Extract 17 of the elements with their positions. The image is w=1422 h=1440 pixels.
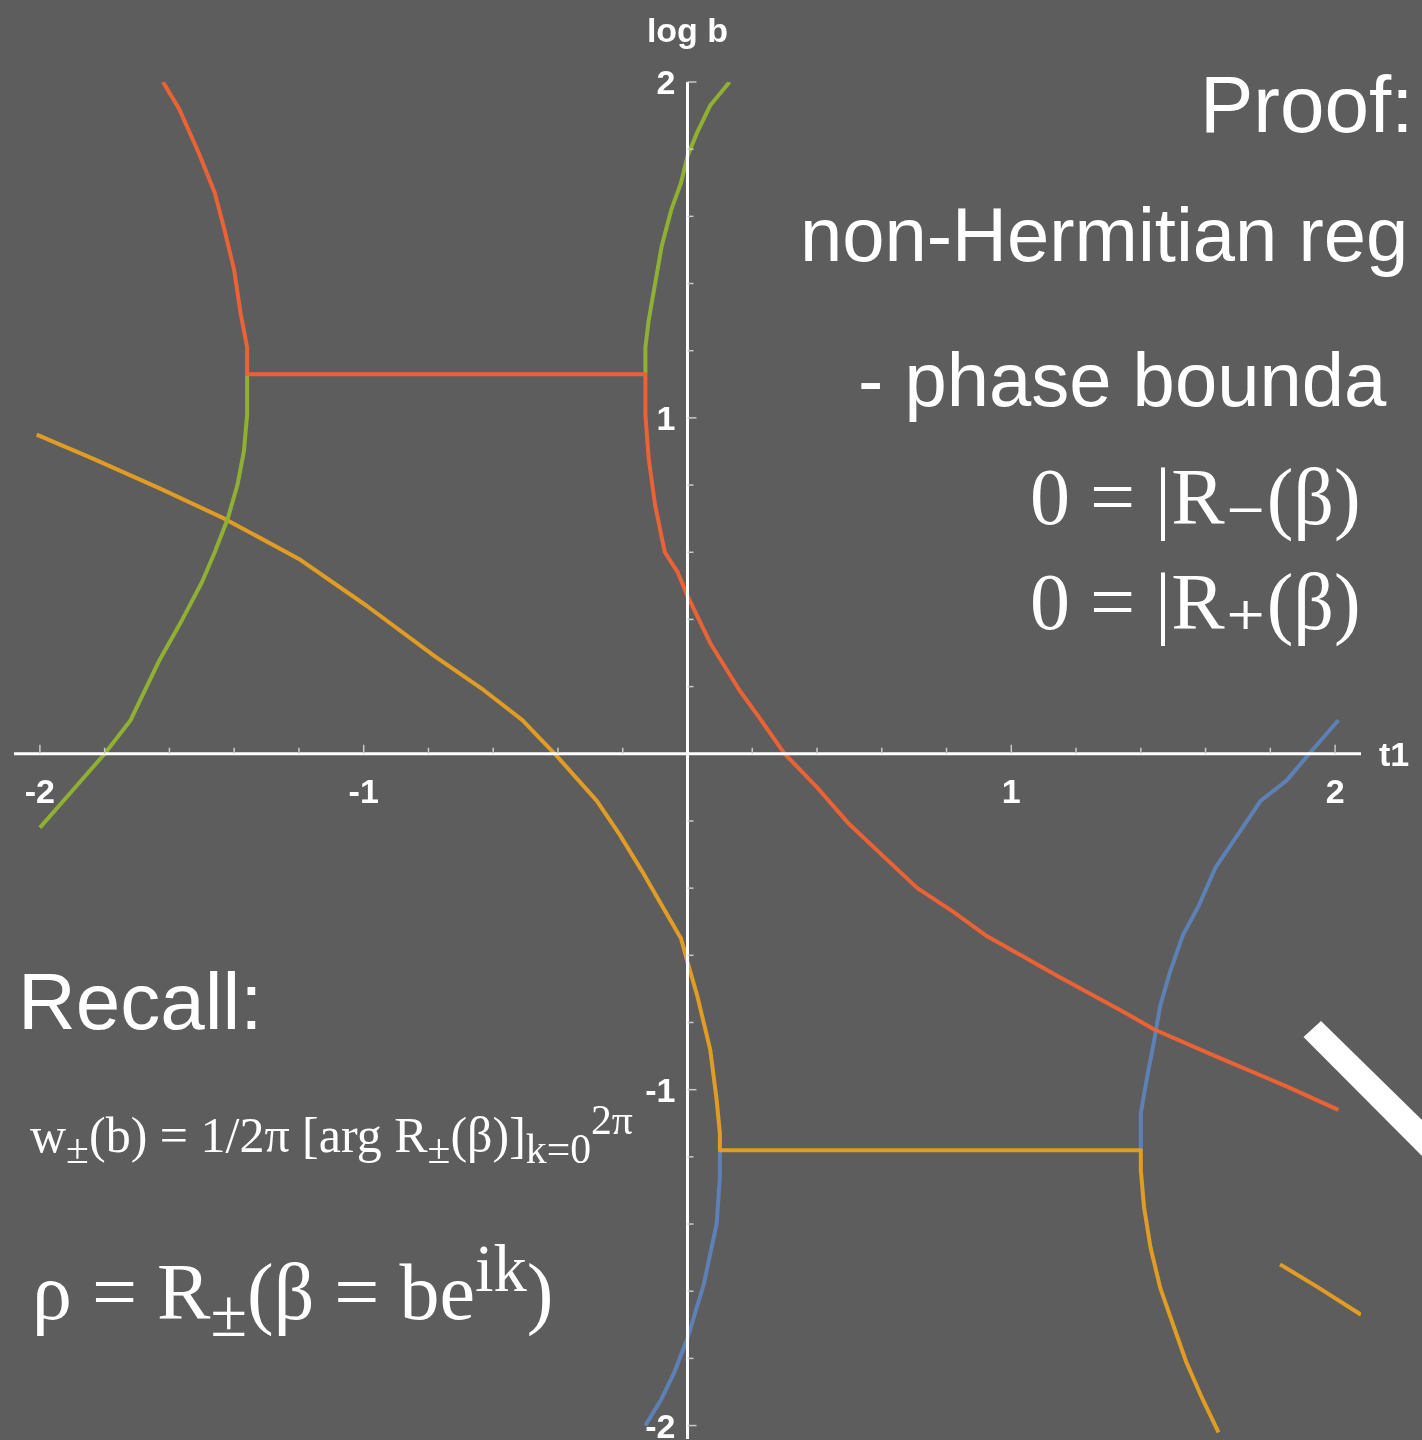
y-tick-label: -1 (645, 1070, 676, 1109)
annotation: Proof: (1200, 60, 1414, 149)
annotation: 0 = |R₋(β) (1030, 453, 1361, 541)
x-tick-label: -1 (348, 771, 379, 810)
annotation: 0 = |R₊(β) (1030, 558, 1361, 646)
x-tick-label: 2 (1325, 771, 1345, 810)
x-axis-title: t1 (1379, 733, 1410, 774)
y-tick-label: 2 (656, 63, 676, 101)
annotation: ρ = R$_{±}$(β = be$^{ik}$) (32, 1232, 554, 1350)
annotation: - phase bounda (858, 337, 1387, 422)
annotation: Recall: (18, 957, 263, 1046)
y-tick-label: -2 (645, 1406, 676, 1440)
annotation: non-Hermitian reg (800, 192, 1409, 277)
y-tick-label: 1 (656, 398, 676, 437)
x-tick-label: -2 (24, 771, 56, 810)
y-axis-title: log b (645, 10, 730, 50)
x-tick-label: 1 (1001, 771, 1021, 810)
